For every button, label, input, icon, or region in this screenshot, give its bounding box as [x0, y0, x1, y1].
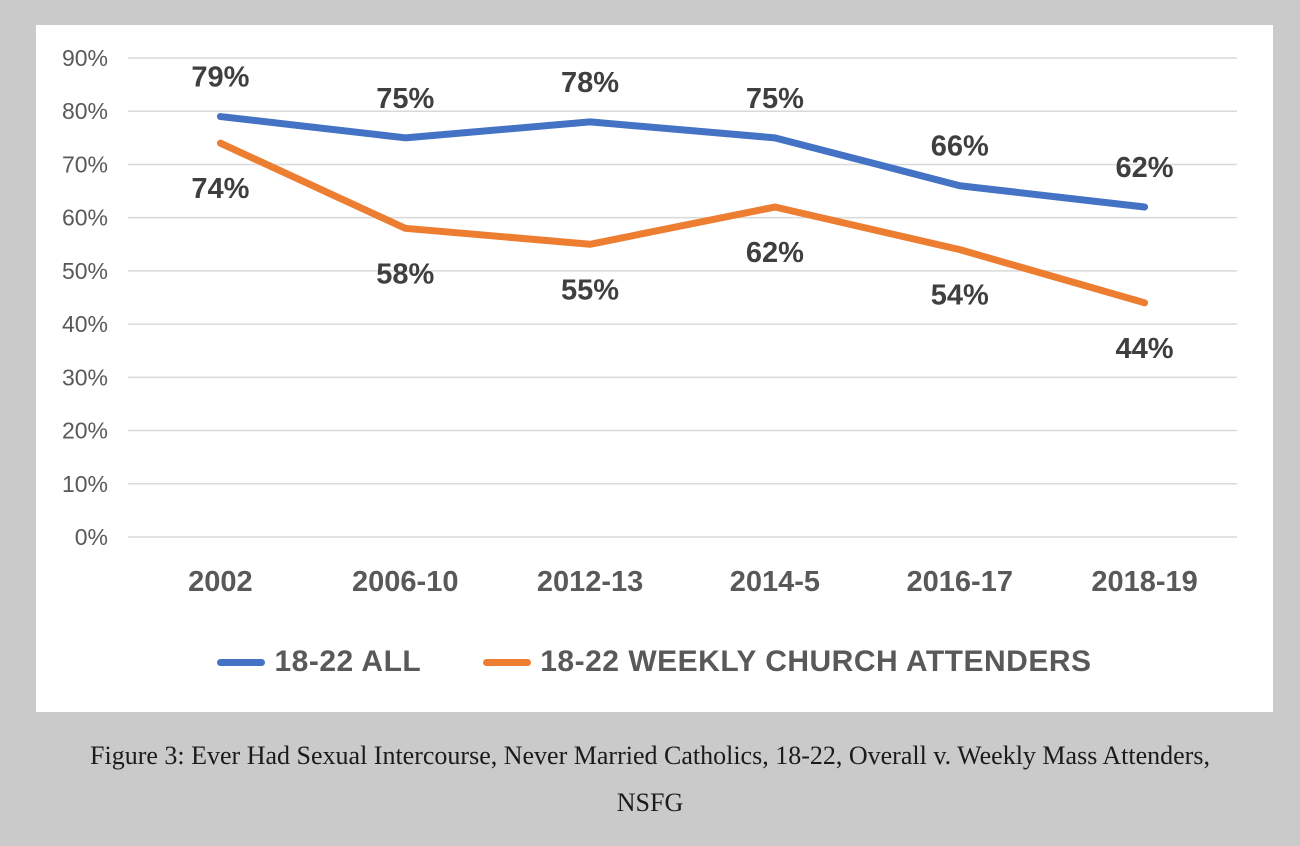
data-label: 62%	[746, 237, 804, 269]
x-axis-category-label: 2012-13	[537, 566, 643, 598]
chart-card: 90% 80% 70% 60% 50% 40% 30% 20% 10% 0% 2002 2006-10…	[36, 25, 1273, 712]
line-chart: 90% 80% 70% 60% 50% 40% 30% 20% 10% 0% 2002 2006-10…	[62, 45, 1237, 598]
chart-legend: 18-22 ALL 18-22 WEEKLY CHURCH ATTENDERS	[36, 645, 1273, 679]
figure-caption: Figure 3: Ever Had Sexual Intercourse, N…	[0, 733, 1300, 827]
caption-line-2: NSFG	[616, 787, 684, 817]
data-label: 75%	[746, 83, 804, 115]
y-axis-tick-label: 90%	[62, 45, 108, 71]
legend-item: 18-22 ALL	[217, 645, 421, 679]
data-label: 66%	[931, 131, 989, 163]
y-axis-tick-label: 0%	[75, 524, 108, 550]
y-axis-tick-label: 30%	[62, 364, 108, 390]
series-line	[216, 139, 1149, 307]
data-label: 79%	[191, 62, 249, 94]
x-axis-category-label: 2014-5	[730, 566, 820, 598]
data-label: 75%	[376, 83, 434, 115]
data-label: 44%	[1116, 333, 1174, 365]
data-label: 58%	[376, 258, 434, 290]
legend-series-label: 18-22 WEEKLY CHURCH ATTENDERS	[540, 645, 1092, 678]
series-line	[216, 113, 1149, 211]
legend-series-label: 18-22 ALL	[274, 645, 422, 678]
legend-item: 18-22 WEEKLY CHURCH ATTENDERS	[483, 645, 1091, 679]
x-axis-category-label: 2002	[188, 566, 253, 598]
data-label: 62%	[1116, 152, 1174, 184]
y-axis-tick-label: 60%	[62, 205, 108, 231]
data-label: 54%	[931, 280, 989, 312]
y-axis-tick-label: 50%	[62, 258, 108, 284]
x-axis-category-label: 2018-19	[1091, 566, 1197, 598]
y-axis-tick-label: 80%	[62, 98, 108, 124]
y-axis-tick-label: 20%	[62, 418, 108, 444]
y-axis-tick-label: 40%	[62, 311, 108, 337]
caption-line-1: Figure 3: Ever Had Sexual Intercourse, N…	[90, 741, 1210, 770]
legend-line-swatch	[483, 658, 532, 666]
x-axis-category-label: 2016-17	[907, 566, 1013, 598]
legend-line-swatch	[217, 658, 266, 666]
x-axis-category-label: 2006-10	[352, 566, 458, 598]
y-axis-tick-label: 10%	[62, 471, 108, 497]
data-label: 74%	[191, 173, 249, 205]
data-label: 55%	[561, 274, 619, 306]
data-label: 78%	[561, 67, 619, 99]
y-axis-tick-label: 70%	[62, 151, 108, 177]
